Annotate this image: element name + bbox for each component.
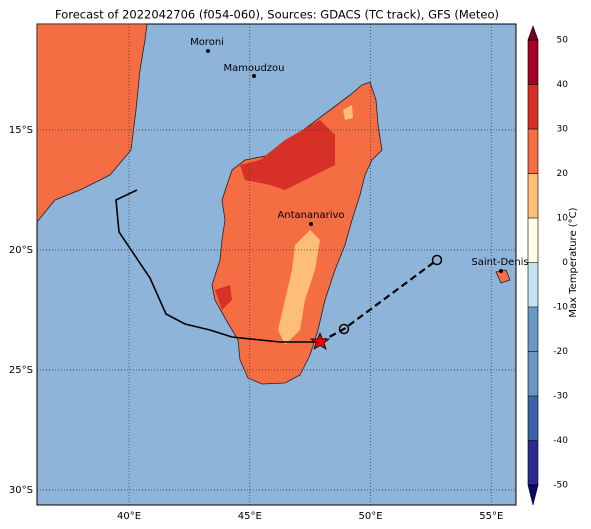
hot-region — [240, 120, 335, 190]
colorbar-tick-label: 0 — [562, 258, 568, 268]
colorbar-extend — [527, 484, 539, 506]
colorbar-tick-label: 20 — [557, 169, 569, 179]
x-tick-label: 45°E — [238, 511, 262, 522]
colorbar-band — [528, 351, 538, 397]
colorbar-band — [528, 40, 538, 85]
colorbar-band — [528, 218, 538, 263]
y-tick-label: 15°S — [9, 125, 33, 136]
forecast-point — [338, 323, 350, 335]
colorbar-tick-label: 30 — [557, 125, 569, 135]
africa — [36, 23, 148, 224]
city-label: Mamoudzou — [223, 63, 284, 74]
colorbar-tick-label: -20 — [553, 347, 568, 357]
colorbar-tick-label: -50 — [553, 481, 568, 491]
colorbar-extend — [527, 25, 539, 41]
hot-region — [215, 285, 232, 310]
colorbar-tick-label: 50 — [557, 36, 569, 46]
colorbar-label: Max Temperature (°C) — [568, 207, 579, 317]
colorbar-band — [528, 173, 538, 219]
colorbar-tick-label: 10 — [557, 214, 569, 224]
forecast-track — [319, 259, 438, 343]
y-tick-label: 20°S — [9, 245, 33, 256]
colorbar-band — [528, 440, 538, 486]
current-position — [309, 331, 331, 350]
y-tick-label: 25°S — [9, 365, 33, 376]
colorbar-tick-label: -30 — [553, 392, 568, 402]
city-dot — [309, 222, 313, 226]
city-dot — [206, 49, 210, 53]
city-label: Saint-Denis — [471, 257, 528, 268]
city-label: Antananarivo — [277, 210, 344, 221]
forecast-point — [431, 254, 443, 266]
colorbar: -50 -40 -30 -20 -10 0 10 20 30 40 50 Max Temperatur… — [527, 25, 579, 506]
x-tick-label: 40°E — [117, 511, 141, 522]
y-tick-label: 30°S — [9, 485, 33, 496]
colorbar-band — [528, 262, 538, 308]
x-tick-label: 55°E — [479, 511, 503, 522]
city-dot — [499, 269, 503, 273]
past-track — [115, 189, 320, 343]
city-dot — [252, 74, 256, 78]
city-label: Moroni — [190, 37, 224, 48]
colorbar-tick-label: -40 — [553, 436, 568, 446]
mild-region — [278, 230, 320, 345]
title: Forecast of 2022042706 (f054-060), Sourc… — [55, 8, 499, 22]
mild-region — [343, 105, 353, 120]
colorbar-band — [528, 307, 538, 352]
colorbar-band — [528, 129, 538, 174]
colorbar-tick-label: -10 — [553, 303, 568, 313]
colorbar-band — [528, 396, 538, 441]
map: Moroni Mamoudzou Antananarivo Saint-Deni… — [36, 23, 529, 506]
x-tick-label: 50°E — [358, 511, 382, 522]
colorbar-tick-label: 40 — [557, 80, 569, 90]
colorbar-band — [528, 84, 538, 130]
